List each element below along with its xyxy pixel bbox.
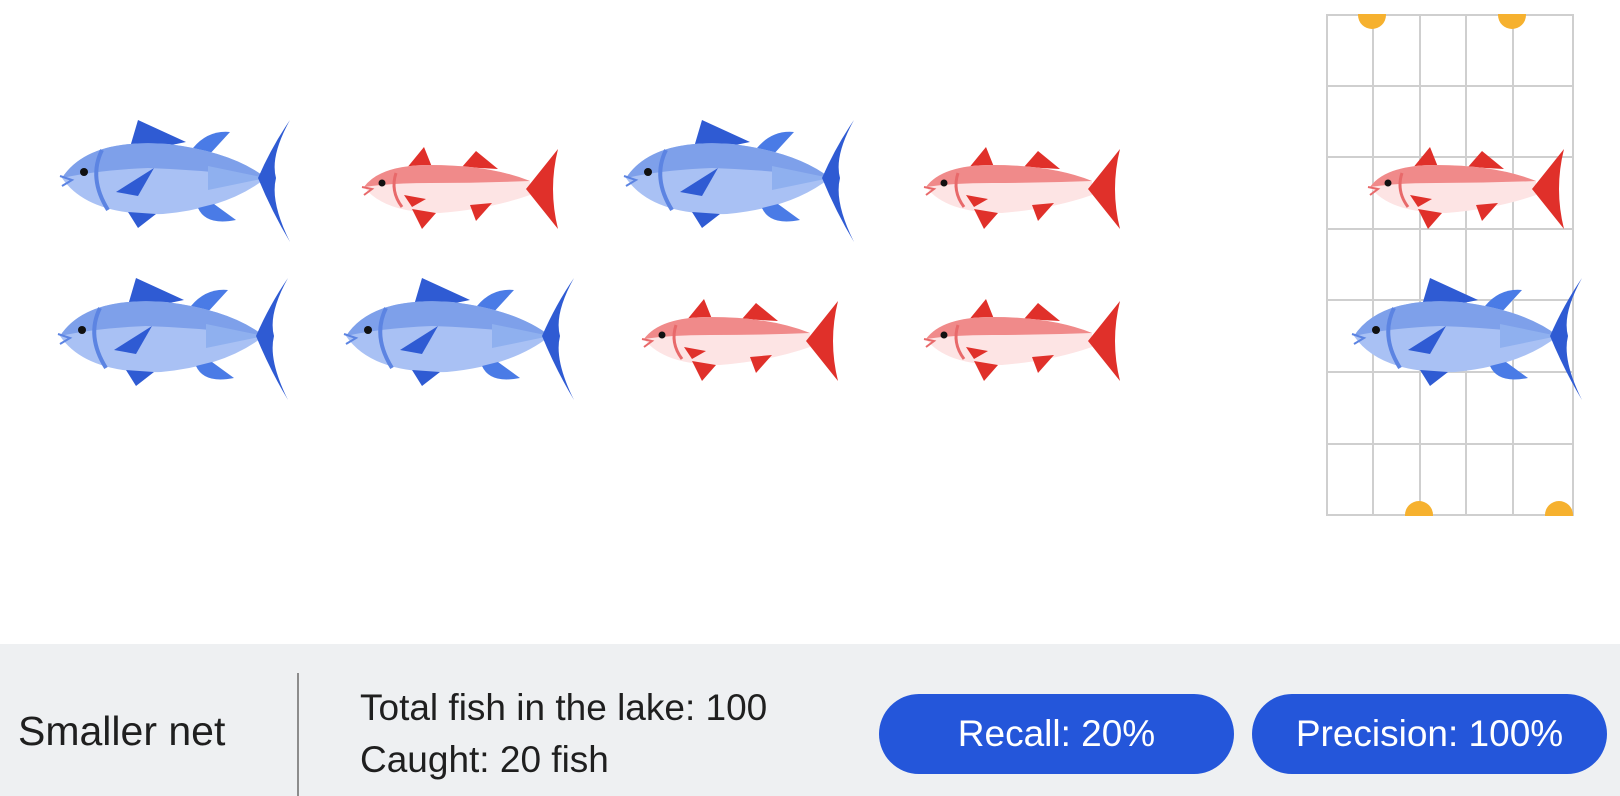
blue-tuna-fish [56, 276, 290, 402]
footer-divider [297, 673, 299, 796]
red-snapper-fish-caught [1366, 145, 1566, 231]
net-handle-top-left[interactable] [1358, 14, 1386, 29]
red-snapper-fish [360, 145, 560, 231]
recall-badge: Recall: 20% [879, 694, 1234, 774]
red-snapper-fish [922, 297, 1122, 383]
lake-scene [56, 14, 1584, 516]
red-snapper-fish [922, 145, 1122, 231]
blue-tuna-fish [342, 276, 576, 402]
blue-tuna-fish-caught [1350, 276, 1584, 402]
catch-stats: Total fish in the lake: 100 Caught: 20 f… [360, 682, 767, 786]
total-fish-text: Total fish in the lake: 100 [360, 687, 768, 728]
blue-tuna-fish [622, 118, 856, 244]
net-size-label: Smaller net [18, 708, 226, 754]
net-handle-top-right[interactable] [1498, 14, 1526, 29]
red-snapper-fish [640, 297, 840, 383]
caught-text: Caught: 20 fish [360, 739, 609, 780]
net-handle-bottom-left[interactable] [1405, 501, 1433, 516]
precision-badge: Precision: 100% [1252, 694, 1607, 774]
blue-tuna-fish [58, 118, 292, 244]
net-handle-bottom-right[interactable] [1545, 501, 1573, 516]
fishing-net[interactable] [1326, 14, 1576, 516]
